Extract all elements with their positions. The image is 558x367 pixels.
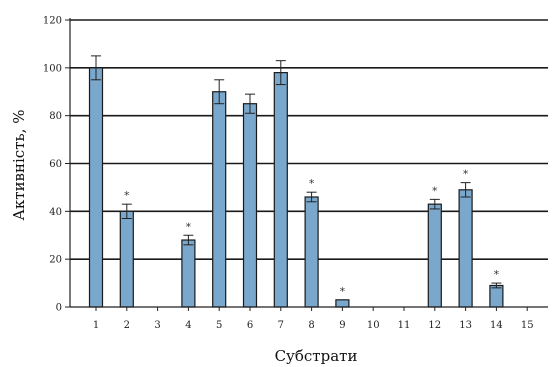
x-tick-label: 8 bbox=[308, 320, 314, 331]
x-tick-label: 9 bbox=[339, 320, 345, 331]
x-tick-labels: 1 2 3 4 5 6 7 8 9 10 11 12 13 14 15 bbox=[93, 307, 534, 331]
bar bbox=[212, 91, 227, 308]
bar bbox=[242, 103, 258, 308]
y-tick-label: 60 bbox=[49, 159, 62, 170]
significance-star: * bbox=[494, 268, 500, 281]
y-tick-label: 120 bbox=[43, 16, 62, 27]
bar bbox=[427, 203, 442, 308]
bar bbox=[119, 210, 134, 308]
bar bbox=[273, 72, 288, 308]
y-tick-label: 20 bbox=[49, 255, 62, 266]
x-tick-label: 14 bbox=[490, 320, 503, 331]
bar bbox=[181, 239, 196, 308]
bar bbox=[458, 189, 473, 308]
x-axis-title: Субстрати bbox=[275, 347, 358, 365]
x-tick-label: 13 bbox=[459, 320, 472, 331]
y-tick-label: 100 bbox=[43, 63, 62, 74]
significance-star: * bbox=[463, 168, 469, 181]
x-tick-label: 1 bbox=[93, 320, 99, 331]
x-tick-label: 2 bbox=[124, 320, 130, 331]
significance-star: * bbox=[186, 220, 192, 233]
significance-star: * bbox=[432, 184, 438, 197]
bar bbox=[304, 196, 319, 308]
x-tick-label: 3 bbox=[154, 320, 160, 331]
x-tick-label: 5 bbox=[216, 320, 222, 331]
y-axis-title: Активність, % bbox=[10, 110, 28, 221]
significance-star: * bbox=[124, 189, 130, 202]
x-tick-label: 11 bbox=[398, 320, 411, 331]
significance-star: * bbox=[309, 177, 315, 190]
y-tick-label: 0 bbox=[56, 303, 62, 314]
x-tick-label: 12 bbox=[428, 320, 441, 331]
bar bbox=[335, 299, 350, 308]
x-tick-label: 6 bbox=[247, 320, 253, 331]
significance-markers: * * * * * * * bbox=[124, 168, 500, 298]
bar bbox=[489, 284, 504, 308]
y-tick-labels: 0 20 40 60 80 100 120 bbox=[43, 16, 70, 314]
y-tick-label: 80 bbox=[49, 111, 62, 122]
x-tick-label: 4 bbox=[185, 320, 191, 331]
x-tick-label: 10 bbox=[367, 320, 380, 331]
bars bbox=[88, 55, 504, 308]
significance-star: * bbox=[340, 285, 346, 298]
y-tick-label: 40 bbox=[49, 207, 62, 218]
bar bbox=[88, 67, 104, 308]
x-tick-label: 7 bbox=[278, 320, 284, 331]
x-tick-label: 15 bbox=[521, 320, 534, 331]
